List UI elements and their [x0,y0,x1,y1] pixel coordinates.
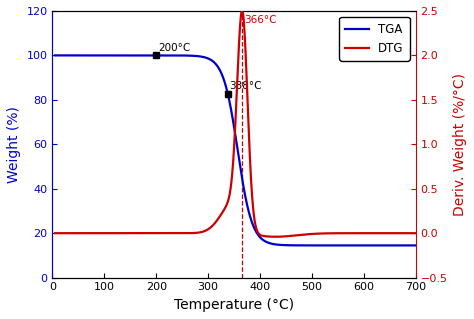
Text: 366°C: 366°C [244,15,276,25]
Y-axis label: Deriv. Weight (%/°C): Deriv. Weight (%/°C) [453,73,467,216]
Text: 338°C: 338°C [229,81,261,91]
Text: 200°C: 200°C [158,43,191,53]
Y-axis label: Weight (%): Weight (%) [7,106,21,183]
Legend: TGA, DTG: TGA, DTG [339,17,410,61]
X-axis label: Temperature (°C): Temperature (°C) [174,298,294,312]
